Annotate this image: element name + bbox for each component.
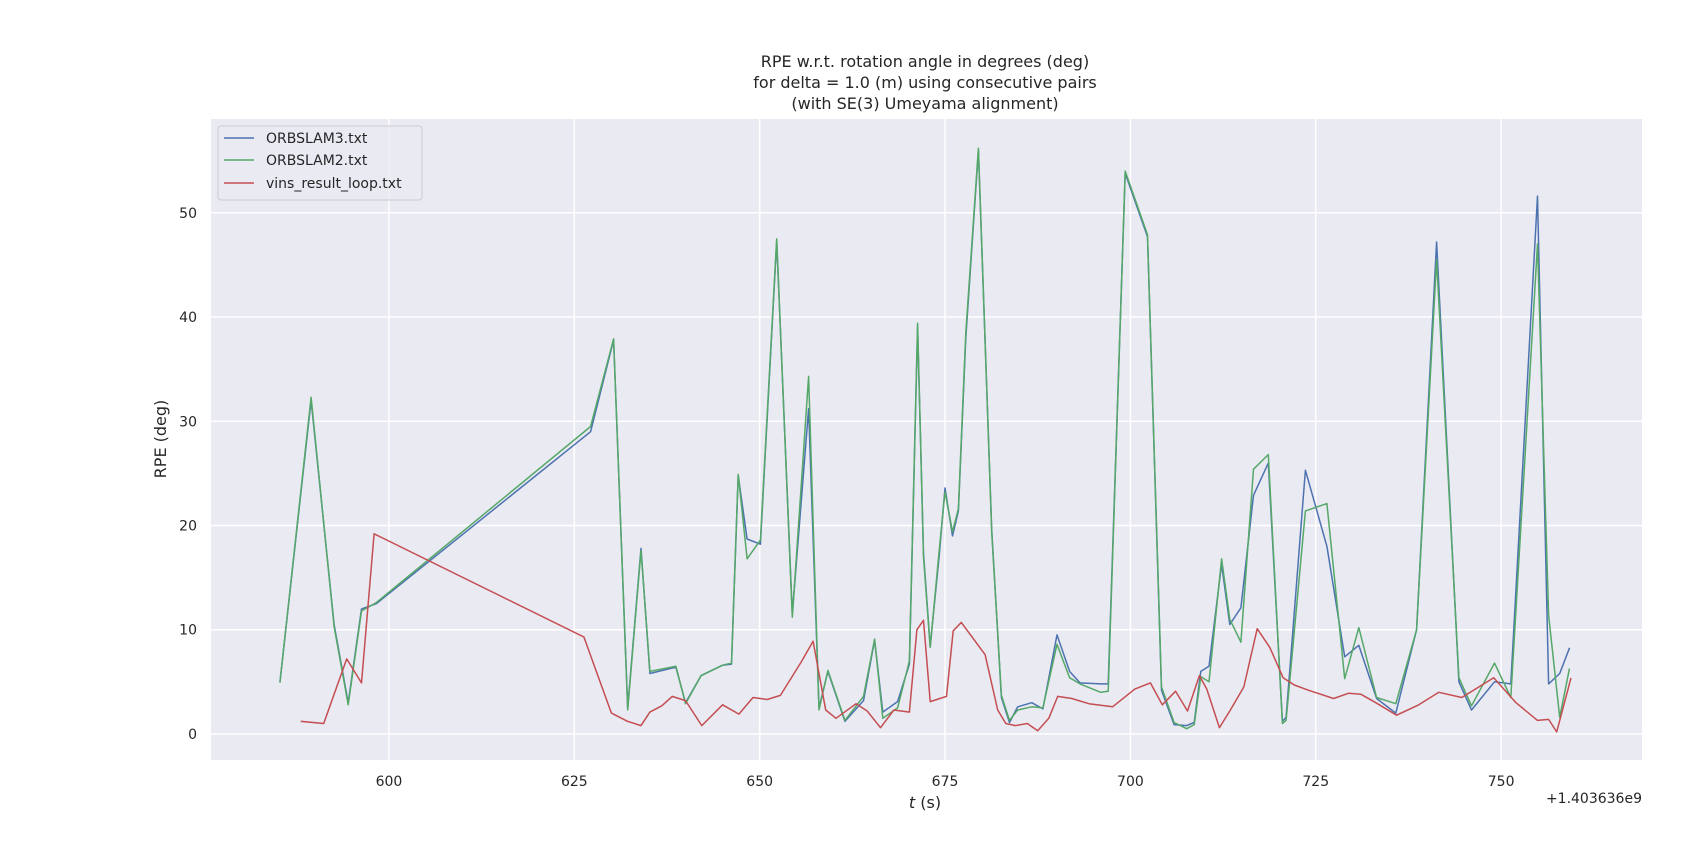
x-tick-label: 600 xyxy=(376,774,403,790)
y-axis-label: RPE (deg) xyxy=(151,400,170,479)
legend-box xyxy=(217,125,423,201)
x-tick-label: 650 xyxy=(746,774,773,790)
x-axis-label: t (s) xyxy=(909,793,941,812)
title-line-1: RPE w.r.t. rotation angle in degrees (de… xyxy=(761,52,1089,71)
x-offset-label: +1.403636e9 xyxy=(1546,791,1642,807)
legend-label-vins: vins_result_loop.txt xyxy=(266,176,402,192)
x-axis-label-unit: (s) xyxy=(915,793,941,812)
legend-entry-vins: vins_result_loop.txt xyxy=(224,176,402,192)
y-tick-label: 0 xyxy=(188,727,197,743)
x-tick-label: 625 xyxy=(561,774,588,790)
legend-label-orbslam2: ORBSLAM2.txt xyxy=(266,153,368,169)
title-line-3: (with SE(3) Umeyama alignment) xyxy=(791,94,1058,113)
series-line-orbslam2 xyxy=(279,147,1571,730)
title-line-2: for delta = 1.0 (m) using consecutive pa… xyxy=(753,73,1096,92)
x-tick-label: 750 xyxy=(1488,774,1515,790)
y-tick-label: 40 xyxy=(179,310,197,326)
legend-entry-orbslam2: ORBSLAM2.txt xyxy=(224,153,368,169)
chart-title: RPE w.r.t. rotation angle in degrees (de… xyxy=(753,52,1096,113)
x-tick-label: 675 xyxy=(932,774,959,790)
series-layer xyxy=(279,147,1572,733)
y-tick-label: 50 xyxy=(179,206,197,222)
y-tick-label: 10 xyxy=(179,623,197,639)
legend-label-orbslam3: ORBSLAM3.txt xyxy=(266,131,368,147)
ticks: 600 625 650 675 700 725 750 0 10 20 30 40 50 xyxy=(179,206,1514,790)
series-line-vins xyxy=(300,533,1572,733)
y-tick-label: 20 xyxy=(179,518,197,534)
legend: ORBSLAM3.txt ORBSLAM2.txt vins_result_lo… xyxy=(217,125,423,201)
grid xyxy=(211,119,1642,760)
x-tick-label: 725 xyxy=(1302,774,1329,790)
legend-entry-orbslam3: ORBSLAM3.txt xyxy=(224,131,368,147)
x-axis-label-var: t xyxy=(909,793,916,812)
x-tick-label: 700 xyxy=(1117,774,1144,790)
y-tick-label: 30 xyxy=(179,414,197,430)
